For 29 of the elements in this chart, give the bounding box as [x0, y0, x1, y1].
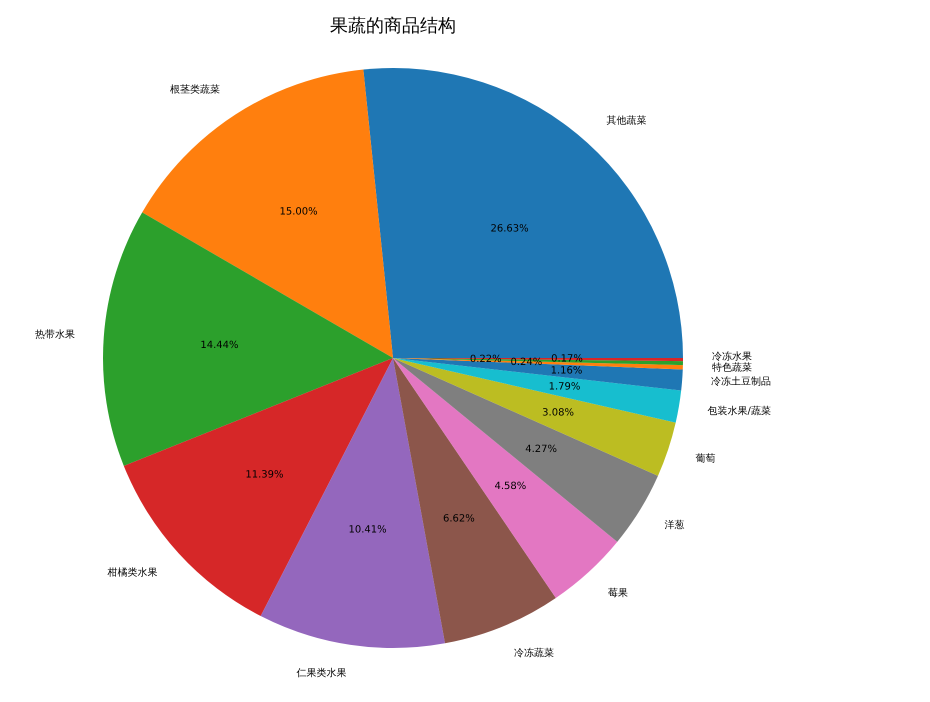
data-label: 0.24% — [510, 356, 542, 368]
data-label: 0.17% — [551, 353, 583, 364]
slice-label: 洋葱 — [664, 518, 685, 531]
data-label: 1.16% — [550, 366, 582, 377]
data-label: 15.00% — [280, 206, 318, 218]
slice-label: 特色蔬菜 — [712, 362, 752, 374]
slice-label: 柑橘类水果 — [106, 566, 158, 578]
slice-label: 其他蔬菜 — [606, 114, 647, 127]
data-label: 6.62% — [442, 514, 475, 525]
slice-label: 冷冻水果 — [712, 350, 752, 363]
data-label: 4.27% — [525, 444, 557, 455]
data-label: 14.44% — [200, 340, 239, 351]
pie-slice — [142, 70, 393, 358]
slice-label: 冷冻土豆制品 — [711, 376, 772, 388]
slice-label: 根茎类蔬菜 — [170, 84, 220, 96]
data-label: 1.79% — [548, 382, 580, 393]
data-label: 10.41% — [348, 524, 387, 536]
data-label: 3.08% — [542, 408, 574, 419]
data-label: 11.39% — [245, 470, 284, 481]
slice-label: 热带水果 — [34, 328, 75, 340]
data-label: 0.22% — [470, 354, 502, 366]
slice-label: 仁果类水果 — [296, 667, 346, 680]
slice-label: 包装水果/蔬菜 — [707, 405, 771, 418]
slice-label: 莓果 — [608, 587, 628, 600]
slice-label: 葡萄 — [696, 452, 716, 464]
slice-label: 冷冻蔬菜 — [514, 646, 554, 659]
chart-title: 果蔬的商品结构 — [330, 16, 456, 36]
data-label: 4.58% — [494, 480, 526, 492]
data-label: 26.63% — [490, 223, 529, 234]
